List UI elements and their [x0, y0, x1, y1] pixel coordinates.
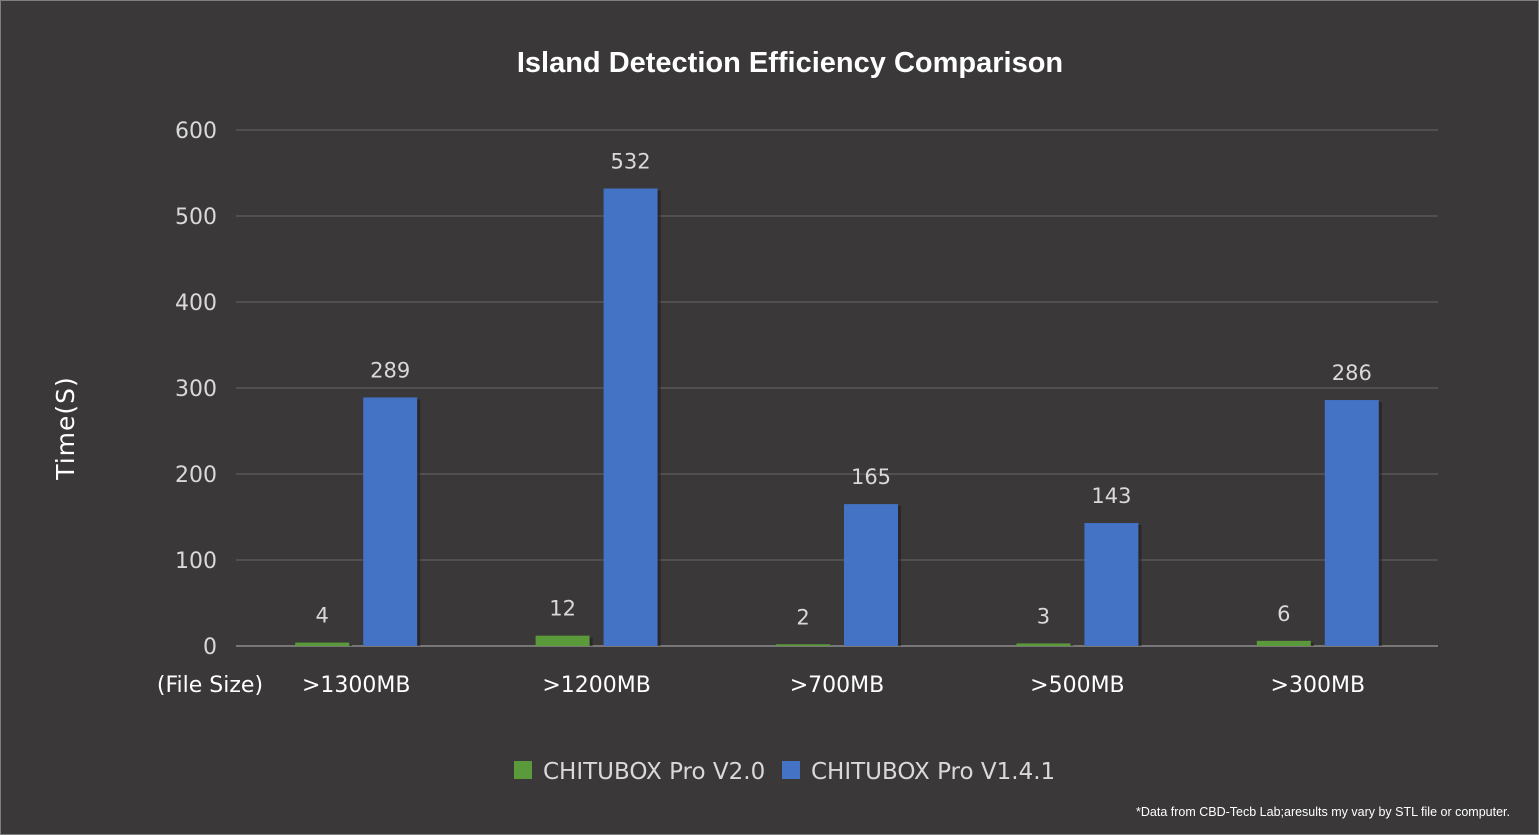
y-tick-label: 0	[203, 635, 217, 660]
y-tick-label: 200	[175, 463, 217, 488]
category-label: >700MB	[790, 673, 885, 698]
data-label: 143	[1091, 484, 1131, 508]
category-label: >500MB	[1030, 673, 1125, 698]
legend-swatch	[514, 761, 532, 779]
legend-swatch	[782, 761, 800, 779]
category-label: >1200MB	[542, 673, 651, 698]
footnote: *Data from CBD-Tecb Lab;aresults my vary…	[1136, 805, 1510, 819]
chart-title: Island Detection Efficiency Comparison	[517, 47, 1063, 79]
y-axis-ticks: 0 100 200 300 400 500 600	[175, 119, 217, 660]
category-label: >1300MB	[302, 673, 411, 698]
y-tick-label: 600	[175, 119, 217, 144]
y-tick-label: 300	[175, 377, 217, 402]
bar-v2-0	[295, 642, 350, 646]
data-label: 6	[1277, 602, 1290, 626]
bar-v1-4-1	[844, 504, 898, 646]
data-label: 286	[1332, 361, 1372, 385]
gridlines	[236, 129, 1438, 647]
bar-v2-0	[1016, 643, 1071, 646]
bar-v2-0	[535, 635, 590, 646]
data-label: 2	[796, 605, 809, 629]
bar-v1-4-1	[363, 397, 418, 646]
bar-v1-4-1	[1084, 523, 1139, 646]
bar-v2-0	[776, 644, 830, 646]
bars-group: 4 289 12 532 2 165 3 143 6 286	[295, 149, 1382, 647]
bar-v1-4-1	[1324, 400, 1379, 646]
data-label: 4	[316, 604, 329, 628]
y-tick-label: 500	[175, 205, 217, 230]
data-label: 532	[611, 149, 651, 173]
y-axis-label: Time(S)	[51, 376, 80, 481]
bar-v2-0	[1256, 640, 1311, 646]
legend-label: CHITUBOX Pro V1.4.1	[811, 759, 1055, 785]
legend: CHITUBOX Pro V2.0 CHITUBOX Pro V1.4.1	[514, 759, 1055, 785]
data-label: 12	[549, 597, 576, 621]
legend-label: CHITUBOX Pro V2.0	[543, 759, 765, 785]
x-axis-label: (File Size)	[157, 673, 263, 698]
y-tick-label: 100	[175, 549, 217, 574]
x-axis-categories: >1300MB >1200MB >700MB >500MB >300MB	[302, 673, 1365, 698]
data-label: 289	[370, 358, 410, 382]
data-label: 165	[851, 465, 891, 489]
data-label: 3	[1037, 604, 1050, 628]
bar-v1-4-1	[603, 188, 658, 647]
y-tick-label: 400	[175, 291, 217, 316]
category-label: >300MB	[1271, 673, 1366, 698]
